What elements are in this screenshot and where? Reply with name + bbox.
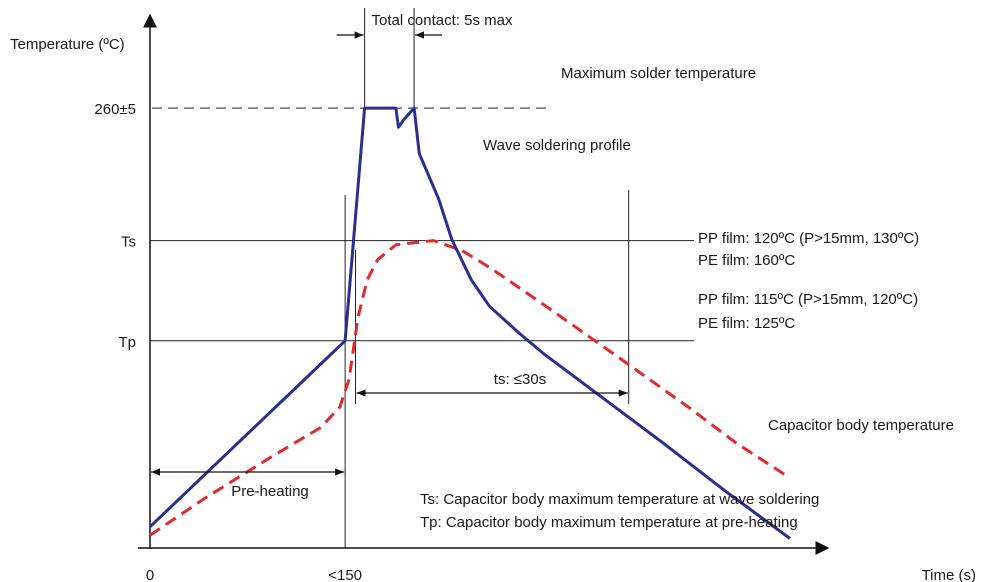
note-ts: Ts: Capacitor body maximum temperature a… (420, 491, 819, 508)
pp-film-tp-label: PP film: 115ºC (P>15mm, 120ºC) (698, 291, 918, 308)
note-tp: Tp: Capacitor body maximum temperature a… (420, 514, 798, 531)
ts-span-label: ts: ≤30s (494, 371, 546, 388)
x-tick-label: <150 (328, 567, 362, 582)
preheat-label: Pre-heating (231, 483, 309, 500)
max-temperature-label: Maximum solder temperature (561, 65, 756, 82)
series-wave-profile (148, 106, 791, 540)
y-tick-label: 260±5 (94, 101, 136, 118)
total-contact-label: Total contact: 5s max (372, 12, 513, 29)
y-tick-label: Tp (118, 334, 136, 351)
pp-film-ts-label: PP film: 120ºC (P>15mm, 130ºC) (698, 230, 919, 247)
series-capacitor-body (149, 239, 791, 537)
pe-film-tp-label: PE film: 125ºC (698, 315, 795, 332)
x-tick-label: 0 (146, 567, 154, 582)
pe-film-ts-label: PE film: 160ºC (698, 252, 795, 269)
capacitor-body-label: Capacitor body temperature (768, 417, 954, 434)
wave-profile-label: Wave soldering profile (483, 137, 631, 154)
y-tick-label: Ts (121, 234, 136, 251)
x-axis-label: Time (s) (922, 567, 976, 582)
y-axis-label: Temperature (ºC) (10, 36, 125, 53)
reference-lines (150, 8, 694, 548)
